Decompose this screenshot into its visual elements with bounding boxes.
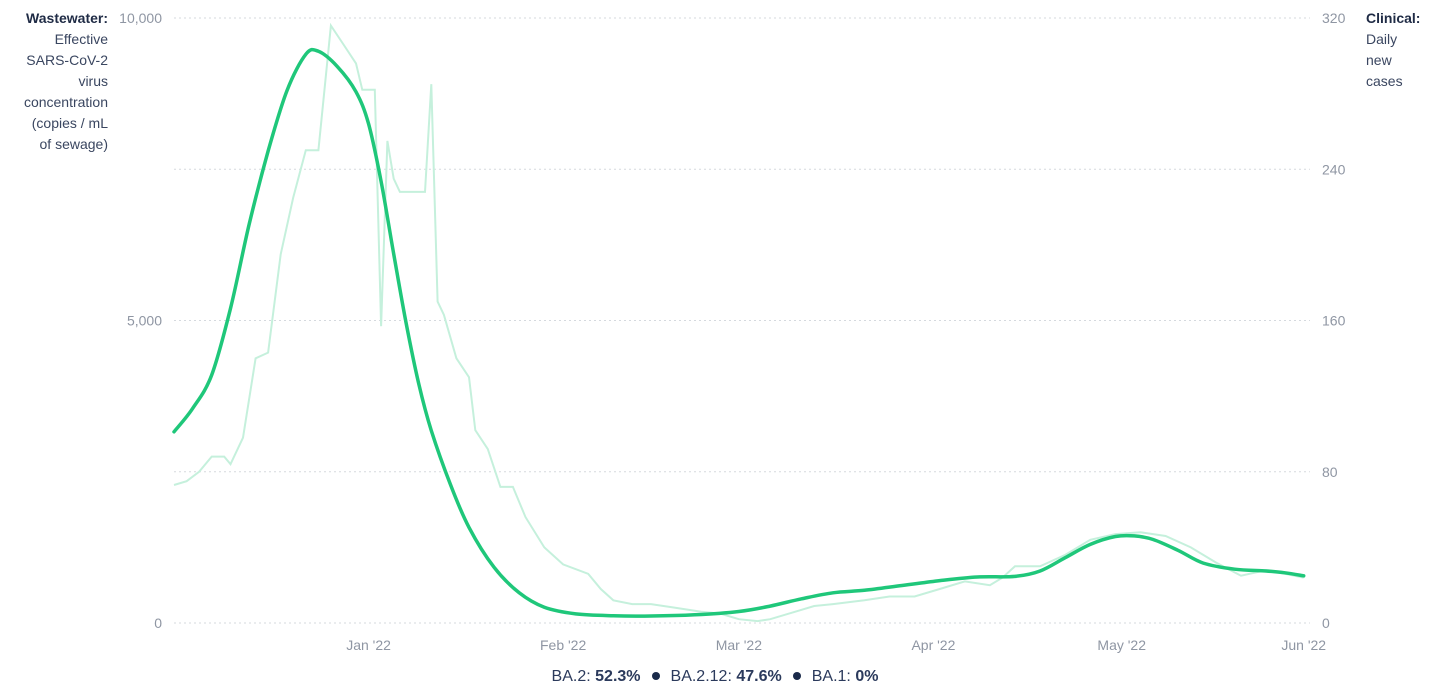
wastewater-series-line (172, 47, 1306, 618)
left-axis-title: Wastewater: Effective SARS-CoV-2 virus c… (0, 8, 108, 155)
legend-value: 47.6% (736, 668, 782, 685)
chart: 0 5,000 10,000 0 80 160 240 320 Jan '22 Feb '22 Ma… (119, 10, 1345, 653)
right-axis-heading: Clinical: (1366, 10, 1421, 26)
x-tick-label: Feb '22 (540, 637, 586, 653)
right-y-tick-label: 160 (1322, 313, 1346, 329)
variant-legend: BA.2: 52.3% BA.2.12: 47.6% BA.1: 0% (0, 668, 1430, 686)
left-axis-heading: Wastewater: (26, 10, 108, 26)
right-axis-title: Clinical: Daily new cases (1366, 8, 1426, 92)
legend-separator-dot (792, 671, 801, 680)
x-tick-label: Jun '22 (1281, 637, 1326, 653)
left-y-tick-label: 0 (154, 615, 162, 631)
legend-value: 52.3% (595, 668, 641, 685)
right-y-tick-label: 0 (1322, 615, 1330, 631)
left-y-tick-label: 5,000 (127, 313, 162, 329)
legend-item-ba2: BA.2: 52.3% (552, 668, 641, 686)
left-axis-desc-line: SARS-CoV-2 (26, 52, 108, 68)
left-axis-desc-line: concentration (23, 94, 108, 110)
legend-item-ba1: BA.1: 0% (812, 668, 879, 686)
right-axis-desc-line: Daily (1366, 31, 1398, 47)
right-y-tick-label: 320 (1322, 10, 1346, 26)
legend-label: BA.1: (811, 668, 851, 685)
left-axis-desc-line: (copies / mL (31, 115, 108, 131)
tick-labels: 0 5,000 10,000 0 80 160 240 320 Jan '22 Feb '22 Ma… (119, 10, 1345, 653)
left-axis-desc-line: of sewage) (39, 136, 108, 152)
legend-item-ba2-12: BA.2.12: 47.6% (671, 668, 782, 686)
clinical-series-line (173, 22, 1304, 623)
right-axis-desc-line: cases (1366, 73, 1403, 89)
right-axis-desc-line: new (1366, 52, 1392, 68)
left-axis-desc-line: Effective (54, 31, 108, 47)
right-y-tick-label: 240 (1322, 161, 1346, 177)
x-tick-label: May '22 (1097, 637, 1146, 653)
legend-value: 0% (855, 668, 879, 685)
left-axis-desc-line: virus (78, 73, 108, 89)
x-tick-label: Jan '22 (346, 637, 391, 653)
legend-separator-dot (651, 671, 660, 680)
gridlines (174, 17, 1310, 624)
x-tick-label: Apr '22 (911, 637, 955, 653)
left-y-tick-label: 10,000 (119, 10, 162, 26)
right-y-tick-label: 80 (1322, 464, 1338, 480)
legend-label: BA.2: (551, 668, 591, 685)
legend-label: BA.2.12: (670, 668, 732, 685)
x-tick-label: Mar '22 (716, 637, 762, 653)
